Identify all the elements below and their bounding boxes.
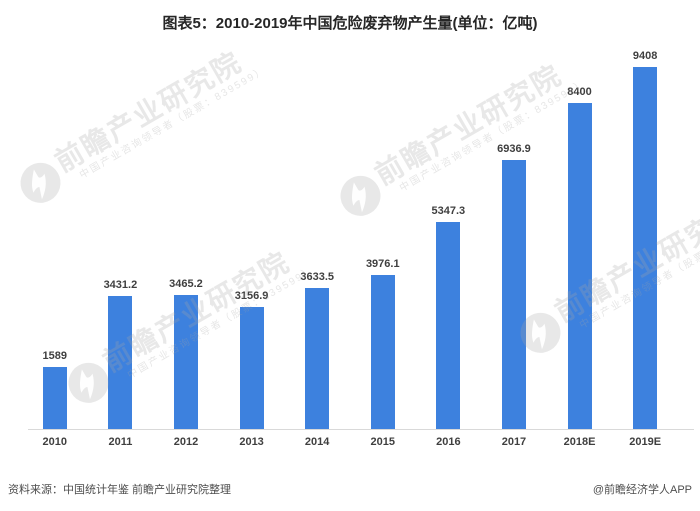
bar-column: 9408 [612, 50, 678, 429]
bar [436, 222, 461, 429]
bar-value-label: 9408 [632, 50, 658, 62]
x-axis-tick-label: 2013 [239, 436, 264, 448]
source-note: 资料来源：中国统计年鉴 前瞻产业研究院整理 [8, 484, 232, 496]
chart-title: 图表5：2010-2019年中国危险废弃物产生量(单位：亿吨) [162, 15, 538, 32]
x-axis-tick-label: 2017 [501, 436, 527, 448]
bar-value-label: 1589 [42, 350, 68, 362]
bar [501, 160, 526, 429]
bar-column: 3156.9 [219, 50, 285, 429]
bar-value-label: 3976.1 [365, 258, 400, 270]
bar-value-label: 3431.2 [103, 279, 138, 291]
bar-column: 6936.9 [481, 50, 547, 429]
bar-column: 1589 [22, 50, 88, 429]
bar-value-label: 3156.9 [234, 290, 269, 302]
bar-column: 3633.5 [284, 50, 350, 429]
credit-note: @前瞻经济学人APP [592, 484, 692, 496]
chart-footer: 资料来源：中国统计年鉴 前瞻产业研究院整理 @前瞻经济学人APP [8, 481, 692, 497]
x-axis-tick-label: 2012 [173, 436, 199, 448]
bar [42, 367, 67, 429]
x-axis-labels: 2010 2011 2012 2013 2014 2015 2016 2017 2018E 201… [22, 436, 678, 452]
bar-value-label: 3633.5 [300, 271, 334, 283]
x-axis-tick-label: 2019E [629, 436, 662, 448]
bar-column: 3431.2 [88, 50, 154, 429]
bar-plot-area: 1589 3431.2 3465.2 3156.9 3633.5 3976.1 … [22, 50, 678, 429]
bar-value-label: 6936.9 [497, 143, 531, 155]
bar [567, 103, 592, 429]
bar [239, 307, 264, 429]
x-axis-tick-label: 2011 [108, 436, 133, 448]
bar-column: 8400 [547, 50, 613, 429]
bar-column: 3976.1 [350, 50, 416, 429]
x-axis-tick-label: 2010 [42, 436, 68, 448]
bar-value-label: 8400 [567, 86, 592, 98]
x-axis-tick-label: 2014 [304, 436, 330, 448]
bar [370, 275, 395, 429]
x-axis-line [28, 429, 694, 430]
bar-value-label: 5347.3 [431, 205, 466, 217]
bar [108, 296, 133, 429]
bar [305, 288, 330, 429]
bar [633, 67, 658, 429]
bar-value-label: 3465.2 [169, 278, 203, 290]
x-axis-tick-label: 2018E [563, 436, 596, 448]
bar-column: 3465.2 [153, 50, 219, 429]
x-axis-tick-label: 2016 [436, 436, 461, 448]
x-axis-tick-label: 2015 [370, 436, 395, 448]
bar [173, 295, 198, 429]
bar-column: 5347.3 [416, 50, 482, 429]
